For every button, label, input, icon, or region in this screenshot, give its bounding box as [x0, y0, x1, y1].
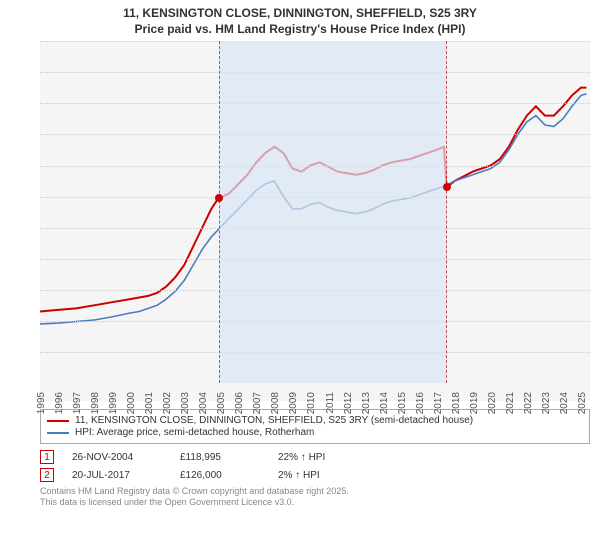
- sale-row: 2 20-JUL-2017 £126,000 2% ↑ HPI: [40, 468, 590, 482]
- sale-marker-inline: 1: [40, 450, 54, 464]
- footer-line2: This data is licensed under the Open Gov…: [40, 497, 590, 508]
- x-tick-label: 2004: [198, 392, 209, 414]
- chart-area: £0£20K£40K£60K£80K£100K£120K£140K£160K£1…: [40, 41, 590, 401]
- legend-row: HPI: Average price, semi-detached house,…: [47, 427, 583, 438]
- x-tick-label: 2000: [126, 392, 137, 414]
- x-tick-label: 2008: [270, 392, 281, 414]
- title-line1: 11, KENSINGTON CLOSE, DINNINGTON, SHEFFI…: [10, 6, 590, 22]
- x-tick-label: 2003: [180, 392, 191, 414]
- x-tick-label: 2005: [216, 392, 227, 414]
- sale-row: 1 26-NOV-2004 £118,995 22% ↑ HPI: [40, 450, 590, 464]
- sale-price: £126,000: [180, 470, 260, 481]
- x-tick-label: 2001: [144, 392, 155, 414]
- sale-date: 26-NOV-2004: [72, 452, 162, 463]
- chart-title: 11, KENSINGTON CLOSE, DINNINGTON, SHEFFI…: [0, 0, 600, 41]
- sale-dot: [443, 183, 451, 191]
- x-tick-label: 2006: [234, 392, 245, 414]
- x-tick-label: 2025: [577, 392, 588, 414]
- sale-price: £118,995: [180, 452, 260, 463]
- x-tick-label: 1998: [90, 392, 101, 414]
- legend-swatch: [47, 432, 69, 434]
- x-tick-label: 2007: [252, 392, 263, 414]
- legend-row: 11, KENSINGTON CLOSE, DINNINGTON, SHEFFI…: [47, 415, 583, 426]
- title-line2: Price paid vs. HM Land Registry's House …: [10, 22, 590, 38]
- x-tick-label: 2023: [541, 392, 552, 414]
- x-axis-labels: 1995199619971998199920002001200220032004…: [40, 383, 590, 401]
- x-tick-label: 2015: [397, 392, 408, 414]
- x-tick-label: 1997: [72, 392, 83, 414]
- x-tick-label: 2014: [379, 392, 390, 414]
- footer-line1: Contains HM Land Registry data © Crown c…: [40, 486, 590, 497]
- x-tick-label: 2016: [415, 392, 426, 414]
- legend-label: HPI: Average price, semi-detached house,…: [75, 427, 314, 438]
- sale-marker-inline: 2: [40, 468, 54, 482]
- footer-attribution: Contains HM Land Registry data © Crown c…: [40, 486, 590, 509]
- x-tick-label: 2013: [361, 392, 372, 414]
- x-tick-label: 2009: [288, 392, 299, 414]
- ownership-period-band: [219, 41, 447, 383]
- x-tick-label: 2012: [343, 392, 354, 414]
- legend-label: 11, KENSINGTON CLOSE, DINNINGTON, SHEFFI…: [75, 415, 473, 426]
- sale-delta: 2% ↑ HPI: [278, 470, 378, 481]
- legend-swatch: [47, 420, 69, 422]
- x-tick-label: 2018: [451, 392, 462, 414]
- sale-date: 20-JUL-2017: [72, 470, 162, 481]
- x-tick-label: 2022: [523, 392, 534, 414]
- sale-delta: 22% ↑ HPI: [278, 452, 378, 463]
- x-tick-label: 2019: [469, 392, 480, 414]
- x-tick-label: 2024: [559, 392, 570, 414]
- x-tick-label: 1995: [36, 392, 47, 414]
- x-tick-label: 2010: [306, 392, 317, 414]
- x-tick-label: 1996: [54, 392, 65, 414]
- x-tick-label: 2011: [325, 392, 336, 414]
- x-tick-label: 2020: [487, 392, 498, 414]
- legend: 11, KENSINGTON CLOSE, DINNINGTON, SHEFFI…: [40, 409, 590, 444]
- x-tick-label: 2021: [505, 392, 516, 414]
- sales-table: 1 26-NOV-2004 £118,995 22% ↑ HPI 2 20-JUL-201…: [40, 450, 590, 482]
- x-tick-label: 1999: [108, 392, 119, 414]
- x-tick-label: 2017: [433, 392, 444, 414]
- sale-dot: [215, 194, 223, 202]
- plot-area: £0£20K£40K£60K£80K£100K£120K£140K£160K£1…: [40, 41, 590, 383]
- x-tick-label: 2002: [162, 392, 173, 414]
